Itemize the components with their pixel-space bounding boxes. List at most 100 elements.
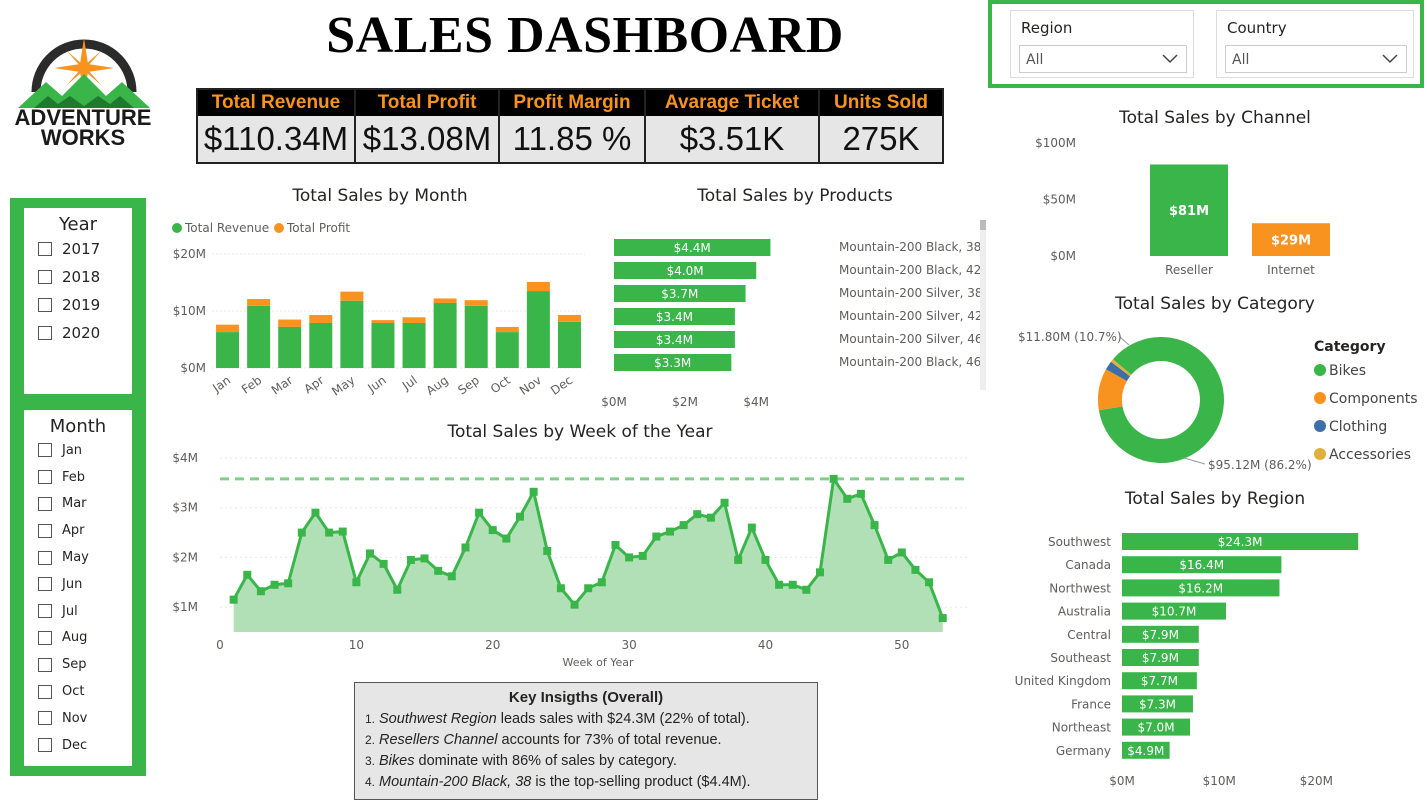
legend-marker — [1314, 392, 1326, 404]
week-point — [638, 551, 647, 560]
week-point — [516, 512, 524, 521]
month-option-jul[interactable]: Jul — [24, 598, 132, 625]
month-option-apr[interactable]: Apr — [24, 517, 132, 544]
year-option-2020[interactable]: 2020 — [24, 319, 132, 347]
year-option-2019[interactable]: 2019 — [24, 291, 132, 319]
year-option-2017[interactable]: 2017 — [24, 235, 132, 263]
year-filter-panel: Year 2017 2018 2019 2020 — [10, 198, 146, 404]
month-option-mar[interactable]: Mar — [24, 491, 132, 518]
checkbox[interactable] — [38, 657, 52, 672]
checkbox[interactable] — [38, 470, 52, 485]
data-label: $11.80M (10.7%) — [1018, 330, 1122, 344]
month-option-jan[interactable]: Jan — [24, 437, 132, 464]
week-point — [856, 489, 865, 498]
x-tick-label: $4M — [743, 395, 769, 409]
checkbox[interactable] — [38, 298, 52, 312]
week-point — [843, 494, 852, 503]
week-point — [447, 572, 456, 581]
callout-line — [1183, 457, 1206, 465]
kpi-total-profit: Total Profit $13.08M — [356, 90, 500, 162]
x-axis-title: Week of Year — [562, 656, 633, 669]
data-label: $95.12M (86.2%) — [1208, 458, 1312, 472]
y-tick-label: $0M — [1050, 249, 1076, 263]
month-chart-title: Total Sales by Month — [292, 186, 468, 206]
checkbox[interactable] — [38, 630, 52, 645]
y-tick-label: $1M — [172, 600, 198, 614]
y-tick-label: $4M — [172, 451, 198, 465]
logo-text: ADVENTURE WORKS — [14, 105, 152, 150]
week-point — [788, 580, 797, 589]
month-option-sep[interactable]: Sep — [24, 651, 132, 678]
channel-bar — [1150, 164, 1228, 256]
data-label: $16.4M — [1179, 558, 1224, 572]
checkbox[interactable] — [38, 496, 52, 511]
products-chart: $4.4M Mountain-200 Black, 38 $4.0M Mountain… — [601, 220, 986, 409]
week-point — [475, 508, 484, 517]
product-bar — [614, 354, 732, 371]
insight-item: 1. Southwest Region leads sales with $24.… — [365, 711, 750, 727]
checkbox[interactable] — [38, 738, 52, 753]
checkbox-label: Apr — [62, 523, 85, 539]
region-bar — [1122, 579, 1280, 597]
month-option-dec[interactable]: Dec — [24, 732, 132, 759]
profit-bar — [340, 291, 364, 301]
data-label: $7.9M — [1142, 628, 1179, 642]
checkbox[interactable] — [38, 242, 52, 256]
week-point — [597, 578, 606, 587]
x-tick-label: May — [329, 373, 357, 399]
week-point — [393, 585, 402, 594]
week-point — [297, 528, 306, 537]
revenue-bar — [402, 322, 426, 368]
checkbox[interactable] — [38, 523, 52, 538]
legend-marker — [172, 223, 182, 233]
y-tick-label: $100M — [1035, 136, 1076, 150]
checkbox[interactable] — [38, 577, 52, 592]
x-tick-label: 50 — [894, 638, 909, 652]
product-bar — [614, 262, 757, 279]
y-tick-label: United Kingdom — [1015, 674, 1111, 688]
region-slicer: Region All — [1010, 10, 1194, 78]
checkbox[interactable] — [38, 326, 52, 340]
week-point — [461, 543, 470, 552]
year-option-2018[interactable]: 2018 — [24, 263, 132, 291]
profit-bar — [247, 299, 271, 306]
revenue-bar — [433, 303, 457, 368]
checkbox-label: May — [62, 550, 89, 566]
checkbox[interactable] — [38, 604, 52, 619]
kpi-value: $110.34M — [198, 116, 354, 162]
x-tick-label: $10M — [1203, 774, 1236, 788]
revenue-bar — [247, 305, 271, 368]
month-option-feb[interactable]: Feb — [24, 464, 132, 491]
country-dropdown[interactable]: All — [1225, 45, 1407, 73]
month-option-aug[interactable]: Aug — [24, 625, 132, 652]
kpi-value: $13.08M — [356, 116, 498, 162]
checkbox-label: 2018 — [62, 268, 101, 286]
checkbox[interactable] — [38, 443, 52, 458]
week-point — [488, 526, 497, 535]
checkbox[interactable] — [38, 711, 52, 726]
y-tick-label: Southeast — [1050, 651, 1111, 665]
month-option-nov[interactable]: Nov — [24, 705, 132, 732]
category-chart: $95.12M (86.2%) $11.80M (10.7%) Category Bi… — [1018, 330, 1418, 472]
x-tick-label: 40 — [758, 638, 773, 652]
checkbox[interactable] — [38, 550, 52, 565]
product-bar — [614, 308, 735, 325]
checkbox[interactable] — [38, 684, 52, 699]
week-point — [747, 523, 756, 532]
x-tick-label: Nov — [517, 373, 544, 398]
data-label: $7.3M — [1139, 697, 1176, 711]
y-tick-label: Mountain-200 Silver, 46 — [839, 332, 983, 346]
month-option-oct[interactable]: Oct — [24, 678, 132, 705]
scrollbar-thumb — [980, 220, 986, 230]
data-label: $16.2M — [1178, 581, 1223, 595]
legend-title: Category — [1314, 339, 1386, 355]
data-label: $3.4M — [656, 333, 693, 347]
month-option-jun[interactable]: Jun — [24, 571, 132, 598]
month-option-may[interactable]: May — [24, 544, 132, 571]
x-tick-label: Feb — [239, 373, 264, 397]
checkbox[interactable] — [38, 270, 52, 284]
week-point — [625, 553, 634, 562]
region-bar — [1122, 718, 1191, 736]
products-chart-title: Total Sales by Products — [697, 186, 893, 206]
region-dropdown[interactable]: All — [1019, 45, 1187, 73]
